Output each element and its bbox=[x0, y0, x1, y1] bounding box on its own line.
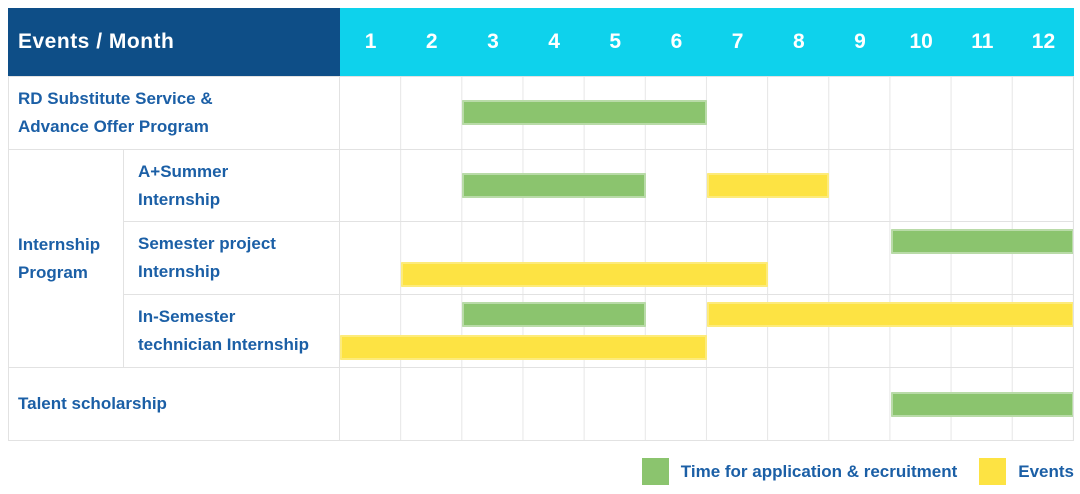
row-label-line: Talent scholarship bbox=[18, 394, 167, 413]
legend-item-application: Time for application & recruitment bbox=[641, 458, 958, 485]
month-header-5: 5 bbox=[609, 30, 622, 53]
month-header-2: 2 bbox=[425, 30, 438, 53]
legend: Time for application & recruitment Event… bbox=[641, 458, 1074, 485]
table-corner-header: Events / Month bbox=[8, 8, 340, 76]
events-month-header-label: Events / Month bbox=[18, 30, 175, 53]
gantt-lane bbox=[340, 100, 1074, 125]
gantt-track-a-plus-summer-internship bbox=[340, 150, 1074, 222]
gantt-lane bbox=[340, 173, 1074, 198]
month-header-10: 10 bbox=[909, 30, 933, 53]
row-label-a-plus-summer-internship: A+Summer Internship bbox=[124, 150, 340, 222]
gantt-track-in-semester-technician-internship bbox=[340, 295, 1074, 368]
group-label-internship-program: Internship Program bbox=[8, 150, 124, 368]
month-header-row: 1 2 3 4 5 6 7 8 9 10 11 12 bbox=[340, 8, 1074, 76]
legend-label-application: Time for application & recruitment bbox=[680, 461, 958, 481]
row-label-semester-project-internship: Semester project Internship bbox=[124, 222, 340, 295]
gantt-bar-application bbox=[462, 173, 646, 198]
gantt-lane bbox=[340, 302, 1074, 327]
gantt-lane bbox=[340, 262, 1074, 287]
application-swatch-icon bbox=[641, 458, 669, 485]
month-header-7: 7 bbox=[731, 30, 744, 53]
gantt-track-talent-scholarship bbox=[340, 368, 1074, 441]
month-header-4: 4 bbox=[548, 30, 560, 53]
row-label-line: Semester project bbox=[138, 234, 276, 253]
month-header-8: 8 bbox=[792, 30, 805, 53]
row-label-line: RD Substitute Service & bbox=[18, 88, 213, 108]
row-label-line: Internship bbox=[138, 189, 221, 209]
legend-item-events: Events bbox=[979, 458, 1074, 485]
row-label-line: Advance Offer Program bbox=[18, 116, 209, 136]
gantt-lane bbox=[340, 391, 1074, 417]
month-header-12: 12 bbox=[1031, 30, 1056, 53]
legend-label-events: Events bbox=[1018, 461, 1074, 481]
row-label-line: A+Summer bbox=[138, 161, 229, 181]
gantt-bar-application bbox=[462, 100, 707, 125]
gantt-bar-application bbox=[890, 391, 1074, 417]
gantt-bar-event bbox=[340, 335, 707, 360]
gantt-lane bbox=[340, 229, 1074, 254]
month-header-3: 3 bbox=[487, 30, 499, 53]
gantt-bar-application bbox=[890, 229, 1074, 254]
row-label-line: technician Internship bbox=[138, 335, 309, 354]
month-header-11: 11 bbox=[971, 30, 994, 53]
month-header-9: 9 bbox=[854, 30, 866, 53]
row-label-line: Internship bbox=[138, 262, 221, 281]
gantt-bar-event bbox=[707, 302, 1074, 327]
month-header-1: 1 bbox=[364, 30, 377, 53]
group-label-line: Program bbox=[18, 262, 88, 282]
row-label-in-semester-technician-internship: In-Semester technician Internship bbox=[124, 295, 340, 368]
row-label-talent-scholarship: Talent scholarship bbox=[8, 368, 340, 441]
month-header-6: 6 bbox=[670, 30, 683, 53]
gantt-table: Events / Month 1 2 3 4 5 6 7 8 9 10 11 1… bbox=[8, 8, 1074, 441]
gantt-bar-application bbox=[462, 302, 646, 327]
events-swatch-icon bbox=[979, 458, 1007, 485]
gantt-bar-event bbox=[707, 173, 830, 198]
gantt-track-rd-substitute-service bbox=[340, 76, 1074, 150]
gantt-bar-event bbox=[401, 262, 769, 287]
row-label-line: In-Semester bbox=[138, 307, 236, 326]
gantt-lane bbox=[340, 335, 1074, 360]
group-label-line: Internship bbox=[18, 234, 101, 254]
gantt-track-semester-project-internship bbox=[340, 222, 1074, 295]
row-label-rd-substitute-service: RD Substitute Service & Advance Offer Pr… bbox=[8, 76, 340, 150]
